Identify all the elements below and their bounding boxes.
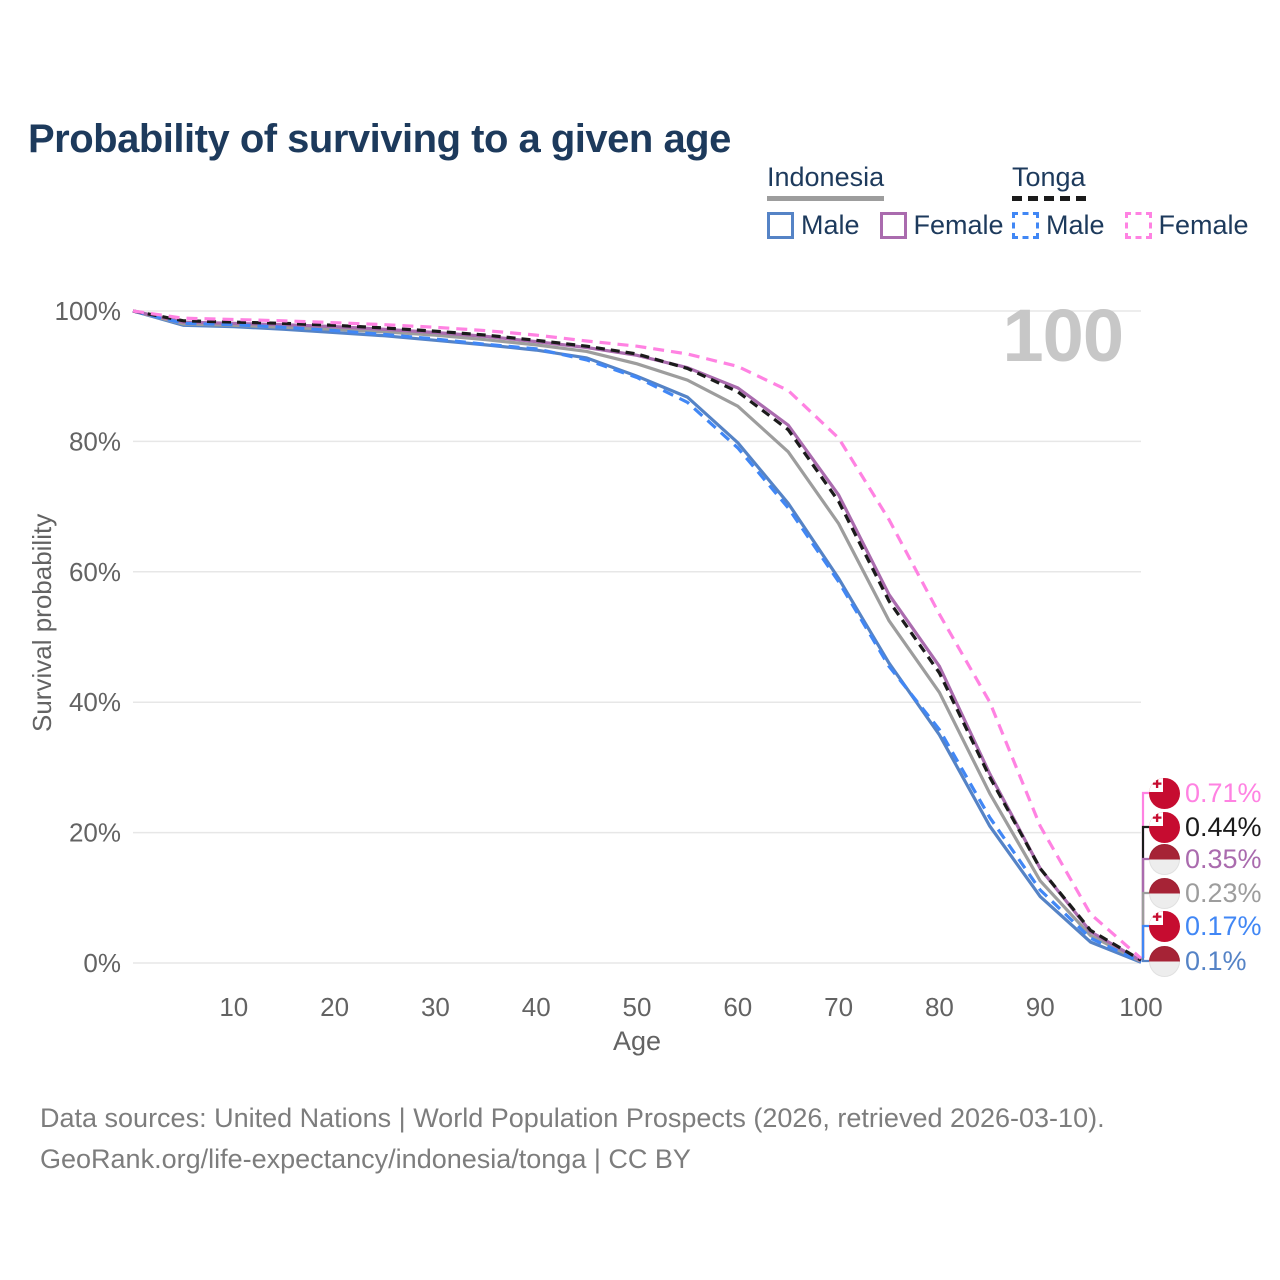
indonesia-female-swatch <box>879 212 907 239</box>
tonga-country-label: Tonga <box>1012 162 1086 192</box>
x-tick-label: 90 <box>1026 992 1055 1022</box>
tonga-flag-icon <box>1149 778 1180 809</box>
x-tick-label: 80 <box>925 992 954 1022</box>
end-value-tonga_both: 0.44% <box>1185 812 1262 842</box>
y-axis-title: Survival probability <box>27 513 57 733</box>
attribution-text: GeoRank.org/life-expectancy/indonesia/to… <box>40 1144 691 1174</box>
legend-item-tonga-female[interactable]: Female <box>1124 210 1269 241</box>
series-line-indonesia_male <box>132 309 1142 964</box>
series-line-tonga_both <box>132 309 1142 962</box>
indonesia-flag-icon <box>1149 946 1180 977</box>
page-title: Probability of surviving to a given age <box>28 116 731 161</box>
x-axis-title: Age <box>612 1026 662 1056</box>
tonga-female-label: Female <box>1158 210 1249 240</box>
end-value-tonga_male: 0.17% <box>1185 911 1262 941</box>
legend-group-indonesia: Indonesia Male Female <box>767 162 1024 241</box>
tonga-male-swatch <box>1012 212 1039 239</box>
indonesia-female-label: Female <box>913 210 1004 240</box>
legend-country-indonesia[interactable]: Indonesia <box>767 162 885 201</box>
y-tick-label: 40% <box>69 687 121 717</box>
x-tick-label: 50 <box>623 992 652 1022</box>
series-line-indonesia_female <box>132 309 1142 963</box>
x-tick-label: 10 <box>219 992 248 1022</box>
legend-item-tonga-male[interactable]: Male <box>1012 210 1125 241</box>
end-value-indonesia_female: 0.35% <box>1185 844 1262 874</box>
x-tick-label: 20 <box>320 992 349 1022</box>
end-value-tonga_female: 0.71% <box>1185 778 1262 808</box>
indonesia-male-label: Male <box>801 210 860 240</box>
legend-item-indonesia-male[interactable]: Male <box>767 210 880 241</box>
x-tick-label: 40 <box>522 992 551 1022</box>
series-line-tonga_female <box>132 309 1143 960</box>
end-value-indonesia_male: 0.1% <box>1185 946 1247 976</box>
footer: Data sources: United Nations | World Pop… <box>40 1098 1105 1180</box>
end-label-tonga_both: 0.44% <box>1149 811 1262 844</box>
tonga-male-label: Male <box>1046 210 1105 240</box>
series-line-indonesia_both <box>132 309 1142 963</box>
y-tick-label: 60% <box>69 557 121 587</box>
end-value-indonesia_both: 0.23% <box>1185 878 1262 908</box>
x-tick-label: 60 <box>723 992 752 1022</box>
end-label-tonga_female: 0.71% <box>1149 777 1262 810</box>
legend-item-indonesia-female[interactable]: Female <box>879 210 1024 241</box>
x-tick-label: 100 <box>1119 992 1162 1022</box>
y-tick-label: 20% <box>69 818 121 848</box>
series-line-tonga_male <box>132 309 1142 964</box>
indonesia-male-swatch <box>767 212 794 239</box>
end-label-connector-indonesia_male <box>1141 958 1149 963</box>
y-tick-label: 0% <box>83 948 121 978</box>
legend-group-tonga: Tonga Male Female <box>1012 162 1269 241</box>
age-counter-watermark: 100 <box>1002 294 1124 377</box>
end-label-tonga_male: 0.17% <box>1149 910 1262 943</box>
legend-country-tonga[interactable]: Tonga <box>1012 162 1086 201</box>
tonga-flag-icon <box>1149 911 1180 942</box>
end-label-indonesia_male: 0.1% <box>1149 945 1247 978</box>
x-tick-label: 70 <box>824 992 853 1022</box>
indonesia-flag-icon <box>1149 878 1180 909</box>
indonesia-flag-icon <box>1149 844 1180 875</box>
data-sources-text: Data sources: United Nations | World Pop… <box>40 1103 1105 1133</box>
y-tick-label: 80% <box>69 426 121 456</box>
x-tick-label: 30 <box>421 992 450 1022</box>
y-tick-label: 100% <box>55 296 122 326</box>
end-label-indonesia_both: 0.23% <box>1149 877 1262 910</box>
tonga-female-swatch <box>1124 212 1152 239</box>
indonesia-country-label: Indonesia <box>767 162 885 192</box>
end-label-indonesia_female: 0.35% <box>1149 843 1262 876</box>
end-label-connector-tonga_male <box>1141 924 1149 958</box>
tonga-flag-icon <box>1149 812 1180 843</box>
